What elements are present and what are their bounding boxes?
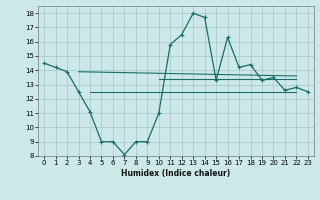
X-axis label: Humidex (Indice chaleur): Humidex (Indice chaleur) xyxy=(121,169,231,178)
